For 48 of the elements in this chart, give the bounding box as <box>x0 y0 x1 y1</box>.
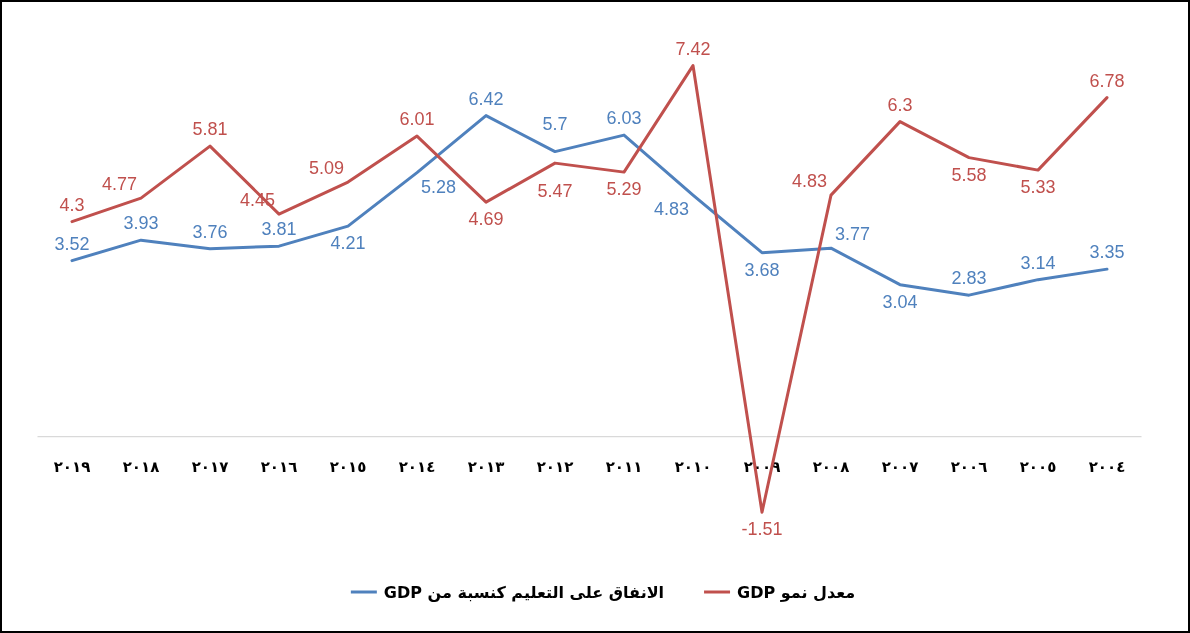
x-tick-label: ٢٠١٩ <box>53 457 91 476</box>
x-tick-label: ٢٠١٤ <box>398 457 436 476</box>
data-label: 6.3 <box>887 94 913 115</box>
x-tick-label: ٢٠١٢ <box>536 457 574 476</box>
data-label: 7.42 <box>675 38 711 59</box>
x-tick-label: ٢٠١١ <box>605 457 643 476</box>
x-tick-label: ٢٠١٣ <box>467 457 505 476</box>
data-label: 5.09 <box>308 158 344 179</box>
data-label: 4.69 <box>468 209 504 230</box>
data-label: 3.76 <box>192 221 228 242</box>
data-label: 6.78 <box>1089 70 1125 91</box>
x-tick-label: ٢٠٠٧ <box>881 457 919 476</box>
data-label: 4.83 <box>791 171 827 192</box>
x-tick-label: ٢٠١٦ <box>260 457 298 476</box>
x-tick-label: ٢٠٠٥ <box>1019 457 1057 476</box>
data-label: 4.21 <box>330 233 366 254</box>
data-label: 6.42 <box>468 88 504 109</box>
data-label: 5.29 <box>606 179 642 200</box>
x-tick-label: ٢٠١٥ <box>329 457 367 476</box>
x-tick-label: ٢٠١٨ <box>122 457 160 476</box>
data-label: 3.68 <box>744 259 780 280</box>
x-tick-label: ٢٠٠٤ <box>1088 457 1126 476</box>
data-label: 6.01 <box>399 109 435 130</box>
x-tick-label: ٢٠١٠ <box>674 457 712 476</box>
x-tick-label: ٢٠٠٨ <box>812 457 850 476</box>
data-label: 5.33 <box>1020 177 1056 198</box>
data-label: 4.83 <box>653 199 689 220</box>
x-tick-label: ٢٠١٧ <box>191 457 229 476</box>
data-label: 6.03 <box>606 108 642 129</box>
data-label: 3.14 <box>1020 252 1056 273</box>
x-tick-label: ٢٠٠٦ <box>950 457 988 476</box>
data-label: 4.77 <box>101 174 137 195</box>
data-label: 5.47 <box>537 181 573 202</box>
data-label: 3.04 <box>882 291 918 312</box>
data-label: 3.93 <box>123 213 159 234</box>
data-label: 2.83 <box>951 268 987 289</box>
legend-label: الانفاق على التعليم كنسبة من GDP <box>383 582 665 602</box>
legend-label: معدل نمو GDP <box>737 582 856 602</box>
data-label: -1.51 <box>741 519 783 540</box>
data-label: 3.77 <box>835 224 871 245</box>
data-label: 5.81 <box>192 119 228 140</box>
data-label: 4.3 <box>59 194 85 215</box>
data-label: 5.7 <box>542 113 568 134</box>
data-label: 3.52 <box>54 233 90 254</box>
data-label: 5.58 <box>951 164 987 185</box>
data-label: 3.35 <box>1089 242 1125 263</box>
data-label: 5.28 <box>421 176 457 197</box>
data-label: 3.81 <box>261 219 297 240</box>
